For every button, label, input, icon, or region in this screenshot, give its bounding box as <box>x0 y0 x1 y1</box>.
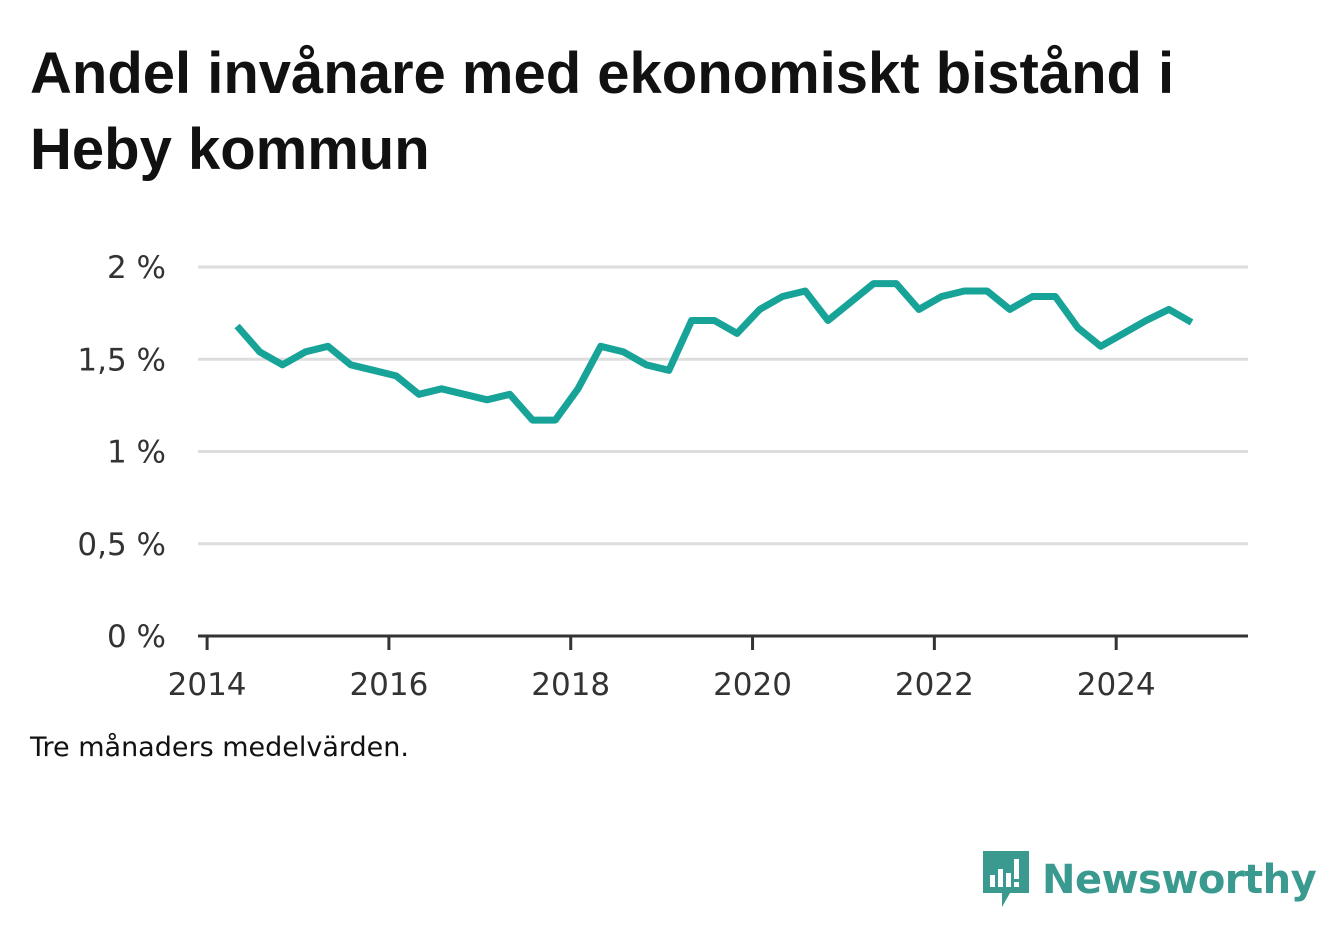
chart-note: Tre månaders medelvärden. <box>30 732 409 763</box>
x-tick-label: 2020 <box>713 667 792 703</box>
newsworthy-logo-icon <box>983 851 1029 907</box>
gridlines <box>198 265 1248 546</box>
y-axis-labels: 0 % 0,5 % 1 % 1,5 % 2 % <box>77 250 166 655</box>
series <box>234 280 1194 424</box>
line-chart: 0 % 0,5 % 1 % 1,5 % 2 % 2014 2016 2018 2020 2022… <box>77 250 1248 703</box>
x-tick-label: 2014 <box>168 667 247 703</box>
y-tick-label: 0 % <box>107 619 166 655</box>
x-tick-label: 2022 <box>895 667 974 703</box>
y-tick-label: 2 % <box>107 250 166 286</box>
y-tick-label: 1 % <box>107 435 166 471</box>
y-tick-label: 1,5 % <box>77 342 166 378</box>
x-tick-label: 2024 <box>1077 667 1156 703</box>
y-tick-label: 0,5 % <box>77 527 166 563</box>
x-axis-labels: 2014 2016 2018 2020 2022 2024 <box>168 667 1156 703</box>
chart-title: Andel invånare med ekonomiskt bistånd i … <box>30 41 1175 182</box>
series-line <box>234 280 1194 424</box>
brand-name: Newsworthy <box>1042 857 1317 903</box>
brand-logo: Newsworthy <box>980 848 1317 912</box>
x-tick-label: 2016 <box>349 667 428 703</box>
x-tick-label: 2018 <box>531 667 610 703</box>
x-axis <box>198 634 1248 650</box>
